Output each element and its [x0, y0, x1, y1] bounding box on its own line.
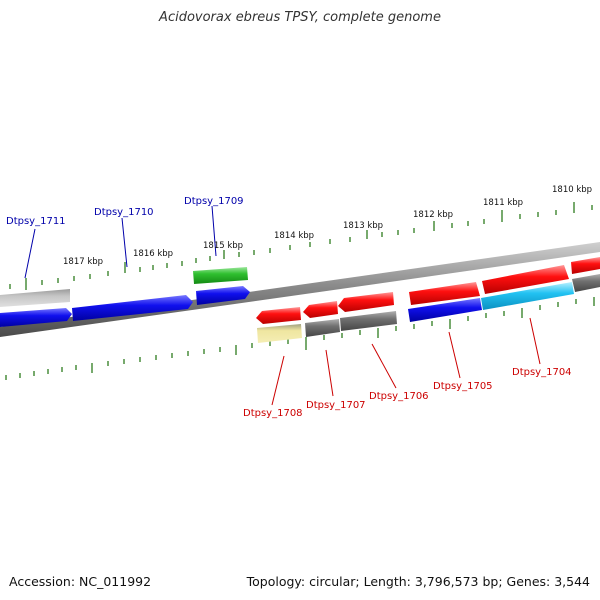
kbp-labels: 1810 kbp 1811 kbp 1812 kbp 1813 kbp 1814…	[63, 185, 592, 267]
mid-right-features	[408, 265, 574, 322]
gene-feature-light-grey[interactable]	[0, 289, 70, 307]
gene-label[interactable]: Dtpsy_1709	[184, 196, 244, 207]
accession-text: Accession: NC_011992	[9, 574, 152, 589]
gene-feature-red-small[interactable]	[571, 257, 600, 274]
kbp-label: 1811 kbp	[483, 198, 523, 208]
gene-feature-green[interactable]	[193, 267, 248, 284]
gene-feature-blue-1711[interactable]	[0, 308, 72, 327]
gene-feature-red-1705a[interactable]	[409, 282, 480, 305]
kbp-label: 1816 kbp	[133, 249, 173, 259]
gene-feature-grey-1706[interactable]	[340, 311, 397, 331]
gene-label[interactable]: Dtpsy_1711	[6, 216, 66, 227]
gene-label[interactable]: Dtpsy_1704	[512, 367, 572, 378]
gene-feature-grey-1707[interactable]	[305, 319, 340, 337]
reverse-features	[256, 292, 397, 343]
gene-feature-blue-1709[interactable]	[196, 286, 250, 305]
gene-feature-blue-1705[interactable]	[408, 298, 482, 322]
label-leader-lines	[24, 205, 541, 406]
gene-feature-grey-right[interactable]	[572, 274, 600, 292]
blue-feature-row	[0, 286, 250, 327]
kbp-label: 1815 kbp	[203, 241, 243, 251]
gene-feature-red-1708[interactable]	[256, 307, 301, 324]
kbp-label: 1814 kbp	[274, 231, 314, 241]
gene-feature-red-1706[interactable]	[338, 292, 394, 312]
kbp-label: 1817 kbp	[63, 257, 103, 267]
genome-backbone	[0, 242, 600, 337]
gene-labels: Dtpsy_1711 Dtpsy_1710 Dtpsy_1709 Dtpsy_1…	[6, 196, 572, 419]
gene-label[interactable]: Dtpsy_1705	[433, 381, 493, 392]
gene-feature-blue-1710[interactable]	[72, 295, 193, 321]
kbp-label: 1813 kbp	[343, 221, 383, 231]
gene-feature-red-1707[interactable]	[303, 301, 338, 318]
inner-scale-ticks	[5, 297, 595, 380]
gene-label[interactable]: Dtpsy_1710	[94, 207, 154, 218]
gene-label[interactable]: Dtpsy_1706	[369, 391, 429, 402]
gene-label[interactable]: Dtpsy_1708	[243, 408, 303, 419]
kbp-label: 1812 kbp	[413, 210, 453, 220]
genome-summary-text: Topology: circular; Length: 3,796,573 bp…	[246, 574, 590, 589]
gene-feature-cyan-1704[interactable]	[481, 282, 574, 310]
kbp-label: 1810 kbp	[552, 185, 592, 195]
gene-feature-yellow-1708[interactable]	[257, 324, 302, 343]
map-title: Acidovorax ebreus TPSY, complete genome	[159, 10, 441, 25]
gene-feature-red-1704a[interactable]	[482, 265, 569, 294]
gene-label[interactable]: Dtpsy_1707	[306, 400, 366, 411]
forward-features	[0, 257, 600, 307]
outer-scale-ticks	[9, 202, 593, 290]
